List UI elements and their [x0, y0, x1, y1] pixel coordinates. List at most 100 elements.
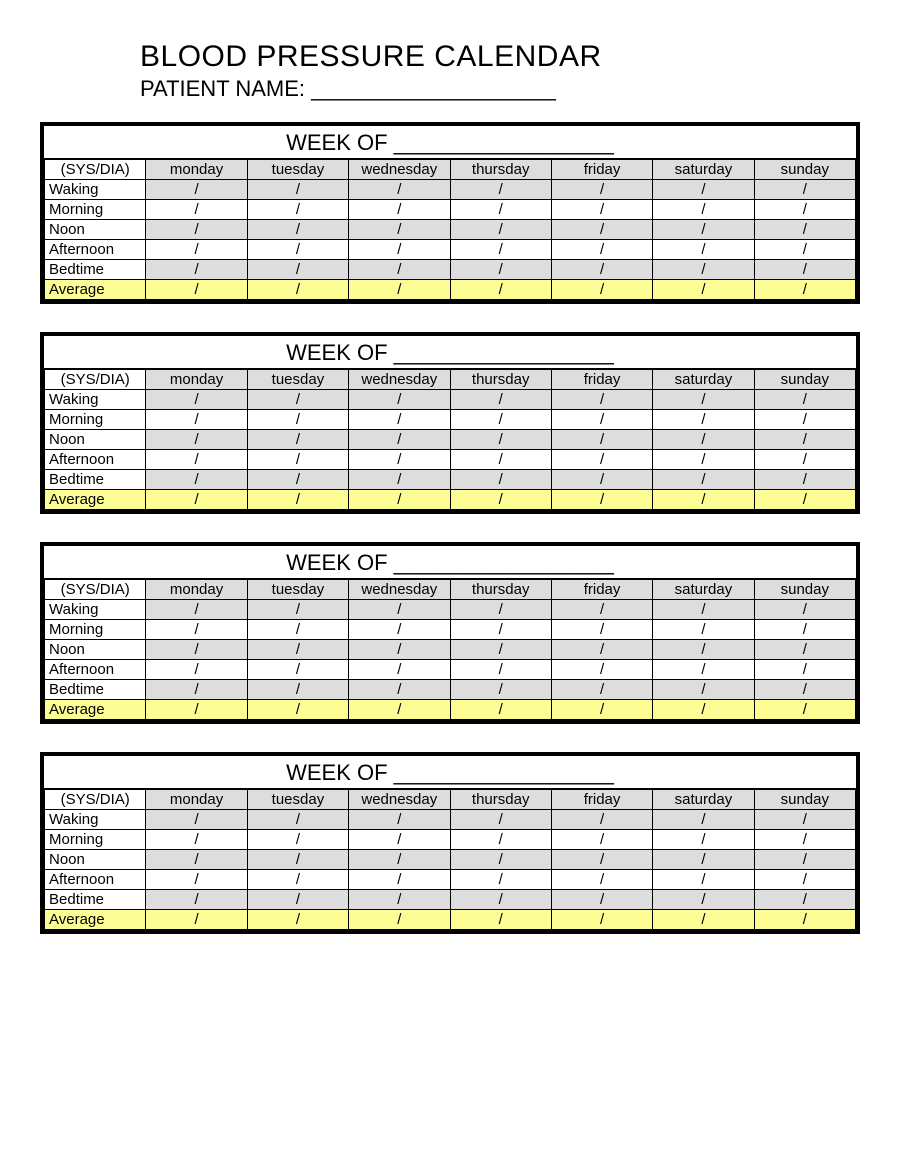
bp-cell: /: [754, 260, 855, 280]
bp-cell: /: [754, 680, 855, 700]
bp-cell-average: /: [754, 700, 855, 720]
bp-cell: /: [450, 240, 551, 260]
day-header: tuesday: [247, 370, 348, 390]
bp-cell: /: [754, 660, 855, 680]
bp-cell: /: [146, 410, 247, 430]
bp-cell: /: [551, 260, 652, 280]
table-row: Morning///////: [45, 830, 856, 850]
day-header: monday: [146, 790, 247, 810]
bp-cell: /: [653, 450, 754, 470]
bp-cell: /: [653, 390, 754, 410]
bp-cell: /: [349, 390, 450, 410]
bp-cell: /: [450, 450, 551, 470]
bp-cell: /: [754, 240, 855, 260]
average-row: Average///////: [45, 490, 856, 510]
bp-cell-average: /: [551, 490, 652, 510]
table-row: Waking///////: [45, 390, 856, 410]
bp-cell: /: [551, 410, 652, 430]
bp-cell: /: [349, 470, 450, 490]
bp-cell: /: [450, 810, 551, 830]
row-label: Waking: [45, 600, 146, 620]
week-block: WEEK OF __________________(SYS/DIA)monda…: [40, 332, 860, 514]
bp-cell: /: [754, 430, 855, 450]
table-row: Afternoon///////: [45, 660, 856, 680]
bp-cell: /: [754, 600, 855, 620]
bp-cell-average: /: [551, 910, 652, 930]
bp-cell-average: /: [450, 910, 551, 930]
bp-table: (SYS/DIA)mondaytuesdaywednesdaythursdayf…: [44, 579, 856, 720]
row-label: Noon: [45, 850, 146, 870]
bp-cell: /: [349, 640, 450, 660]
bp-cell: /: [754, 410, 855, 430]
bp-cell-average: /: [653, 700, 754, 720]
bp-cell: /: [450, 220, 551, 240]
weeks-container: WEEK OF __________________(SYS/DIA)monda…: [40, 122, 860, 934]
week-block: WEEK OF __________________(SYS/DIA)monda…: [40, 122, 860, 304]
row-label: Morning: [45, 830, 146, 850]
average-label: Average: [45, 280, 146, 300]
day-header: tuesday: [247, 160, 348, 180]
bp-cell: /: [450, 390, 551, 410]
day-header: wednesday: [349, 790, 450, 810]
table-row: Noon///////: [45, 220, 856, 240]
table-row: Morning///////: [45, 200, 856, 220]
bp-cell-average: /: [146, 700, 247, 720]
bp-cell: /: [247, 600, 348, 620]
bp-cell: /: [754, 850, 855, 870]
bp-cell: /: [146, 830, 247, 850]
week-header: WEEK OF __________________: [44, 756, 856, 789]
bp-cell: /: [653, 830, 754, 850]
bp-cell: /: [653, 640, 754, 660]
table-row: Waking///////: [45, 180, 856, 200]
table-row: Bedtime///////: [45, 260, 856, 280]
bp-cell: /: [247, 850, 348, 870]
bp-cell: /: [551, 180, 652, 200]
bp-cell: /: [349, 830, 450, 850]
bp-cell: /: [754, 180, 855, 200]
bp-cell: /: [146, 470, 247, 490]
bp-cell: /: [653, 200, 754, 220]
bp-cell: /: [754, 830, 855, 850]
bp-cell: /: [146, 430, 247, 450]
bp-cell-average: /: [247, 700, 348, 720]
bp-cell: /: [146, 220, 247, 240]
bp-cell-average: /: [146, 490, 247, 510]
day-header: friday: [551, 580, 652, 600]
table-row: Waking///////: [45, 810, 856, 830]
bp-cell: /: [450, 200, 551, 220]
bp-cell: /: [146, 200, 247, 220]
bp-cell: /: [551, 890, 652, 910]
day-header: saturday: [653, 160, 754, 180]
bp-cell: /: [450, 890, 551, 910]
table-row: Morning///////: [45, 410, 856, 430]
bp-cell-average: /: [653, 490, 754, 510]
row-label: Bedtime: [45, 680, 146, 700]
bp-cell: /: [450, 470, 551, 490]
bp-cell: /: [653, 620, 754, 640]
bp-cell: /: [146, 680, 247, 700]
bp-cell: /: [653, 890, 754, 910]
bp-cell: /: [653, 180, 754, 200]
bp-cell: /: [653, 660, 754, 680]
bp-cell: /: [450, 680, 551, 700]
bp-cell-average: /: [653, 280, 754, 300]
page-title: BLOOD PRESSURE CALENDAR: [140, 40, 860, 74]
bp-cell: /: [349, 430, 450, 450]
bp-cell: /: [146, 600, 247, 620]
bp-cell: /: [450, 600, 551, 620]
bp-cell: /: [450, 620, 551, 640]
row-label: Bedtime: [45, 890, 146, 910]
bp-cell: /: [653, 410, 754, 430]
bp-cell: /: [349, 240, 450, 260]
table-row: Afternoon///////: [45, 870, 856, 890]
corner-label: (SYS/DIA): [45, 580, 146, 600]
average-label: Average: [45, 700, 146, 720]
row-label: Noon: [45, 430, 146, 450]
average-label: Average: [45, 910, 146, 930]
day-header: wednesday: [349, 160, 450, 180]
row-label: Noon: [45, 220, 146, 240]
bp-cell-average: /: [754, 280, 855, 300]
bp-cell: /: [754, 470, 855, 490]
row-label: Morning: [45, 410, 146, 430]
row-label: Afternoon: [45, 660, 146, 680]
